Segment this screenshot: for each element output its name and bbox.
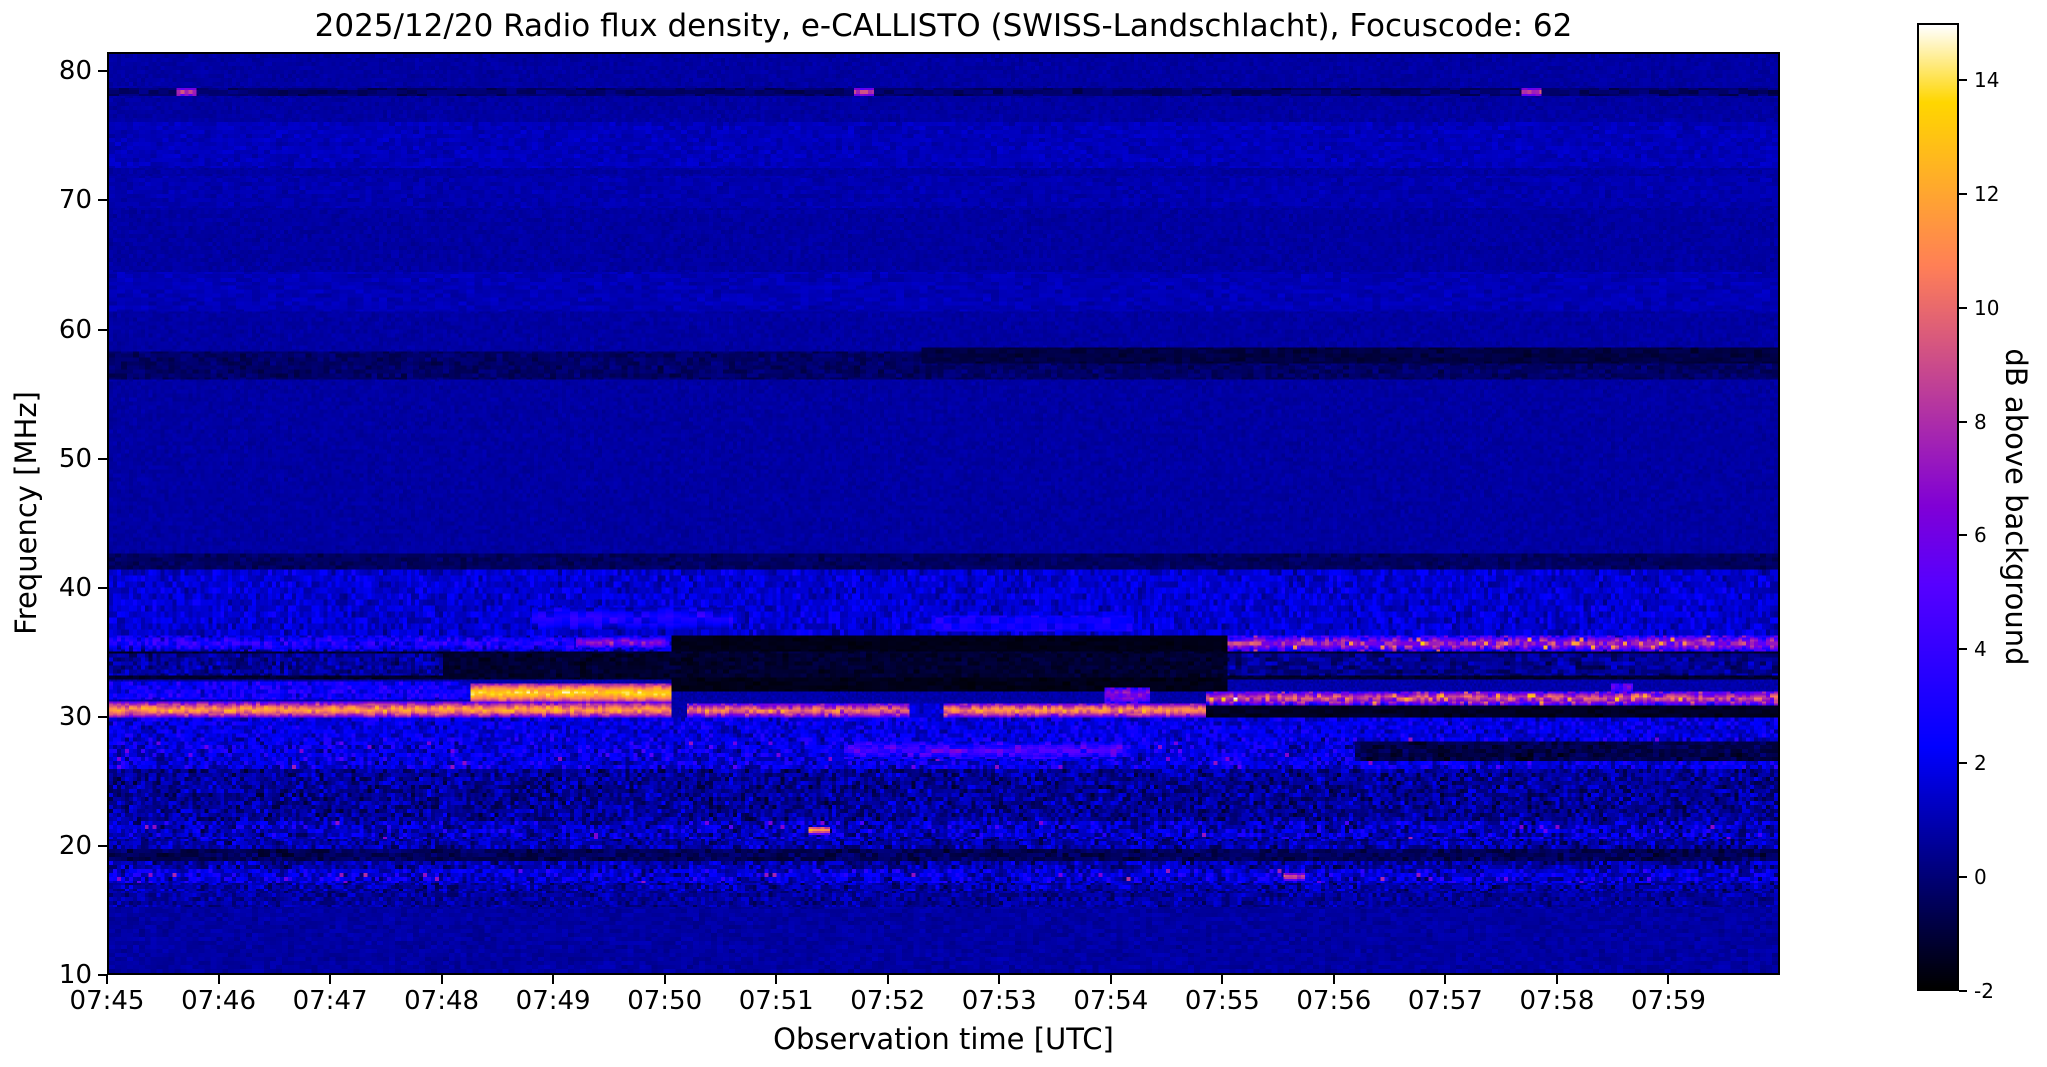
x-tick-label: 07:55: [1184, 986, 1260, 1016]
x-tick-mark: [1109, 975, 1112, 984]
y-tick-label: 70: [58, 185, 92, 216]
colorbar-tick-label: 4: [1974, 637, 1987, 662]
colorbar-tick-label: 14: [1974, 67, 2000, 92]
colorbar-tick-mark: [1959, 534, 1967, 537]
x-tick-mark: [329, 975, 332, 984]
y-tick-mark: [98, 844, 107, 847]
x-tick-label: 07:56: [1296, 986, 1372, 1016]
colorbar-label: dB above background: [1999, 348, 2033, 666]
plot-area: [107, 52, 1780, 975]
colorbar-tick-mark: [1959, 78, 1967, 81]
colorbar-tick-mark: [1959, 306, 1967, 309]
x-tick-label: 07:57: [1407, 986, 1483, 1016]
y-tick-mark: [98, 715, 107, 718]
colorbar-tick-mark: [1959, 762, 1967, 765]
x-tick-label: 07:50: [627, 986, 703, 1016]
y-tick-label: 60: [58, 314, 92, 345]
y-tick-mark: [98, 70, 107, 73]
colorbar-tick-label: 12: [1974, 181, 2000, 206]
x-tick-label: 07:58: [1519, 986, 1595, 1016]
x-tick-label: 07:45: [69, 986, 145, 1016]
x-tick-mark: [106, 975, 108, 984]
x-tick-label: 07:54: [1073, 986, 1149, 1016]
x-tick-label: 07:51: [738, 986, 814, 1016]
colorbar-tick-label: 8: [1974, 409, 1987, 434]
x-tick-mark: [1555, 975, 1558, 984]
y-tick-label: 80: [58, 56, 92, 87]
x-tick-label: 07:49: [515, 986, 591, 1016]
y-tick-label: 20: [58, 830, 92, 861]
colorbar: [1917, 23, 1959, 991]
x-tick-mark: [998, 975, 1001, 984]
colorbar-tick-mark: [1959, 192, 1967, 195]
x-tick-label: 07:59: [1630, 986, 1706, 1016]
x-tick-label: 07:52: [850, 986, 926, 1016]
x-tick-mark: [440, 975, 443, 984]
x-tick-mark: [552, 975, 555, 984]
chart-title: 2025/12/20 Radio flux density, e-CALLIST…: [314, 8, 1573, 44]
spectrogram-canvas: [109, 54, 1778, 973]
x-tick-mark: [1444, 975, 1447, 984]
x-tick-mark: [1667, 975, 1670, 984]
colorbar-canvas: [1919, 25, 1957, 989]
colorbar-tick-label: 6: [1974, 523, 1987, 548]
colorbar-tick-mark: [1959, 876, 1967, 879]
x-tick-mark: [1221, 975, 1224, 984]
y-tick-mark: [98, 586, 107, 589]
x-tick-label: 07:46: [181, 986, 256, 1016]
x-tick-label: 07:53: [961, 986, 1037, 1016]
colorbar-tick-mark: [1959, 420, 1967, 423]
x-tick-label: 07:47: [292, 986, 368, 1016]
y-tick-mark: [98, 974, 107, 976]
x-axis-label: Observation time [UTC]: [773, 1022, 1114, 1056]
x-tick-mark: [886, 975, 889, 984]
colorbar-tick-label: 0: [1974, 865, 1987, 890]
y-tick-mark: [98, 328, 107, 331]
x-tick-mark: [217, 975, 220, 984]
colorbar-tick-label: 10: [1974, 295, 2000, 320]
x-tick-label: 07:48: [404, 986, 480, 1016]
y-tick-mark: [98, 199, 107, 202]
y-tick-label: 40: [58, 572, 92, 603]
x-tick-mark: [663, 975, 666, 984]
y-tick-label: 30: [58, 701, 92, 732]
y-tick-label: 10: [58, 960, 92, 990]
x-tick-mark: [1332, 975, 1335, 984]
x-tick-mark: [775, 975, 778, 984]
colorbar-tick-mark: [1959, 990, 1967, 992]
colorbar-tick-label: -2: [1974, 979, 1994, 1003]
colorbar-tick-mark: [1959, 648, 1967, 651]
y-tick-label: 50: [58, 443, 92, 474]
colorbar-tick-label: 2: [1974, 751, 1987, 776]
y-tick-mark: [98, 457, 107, 460]
